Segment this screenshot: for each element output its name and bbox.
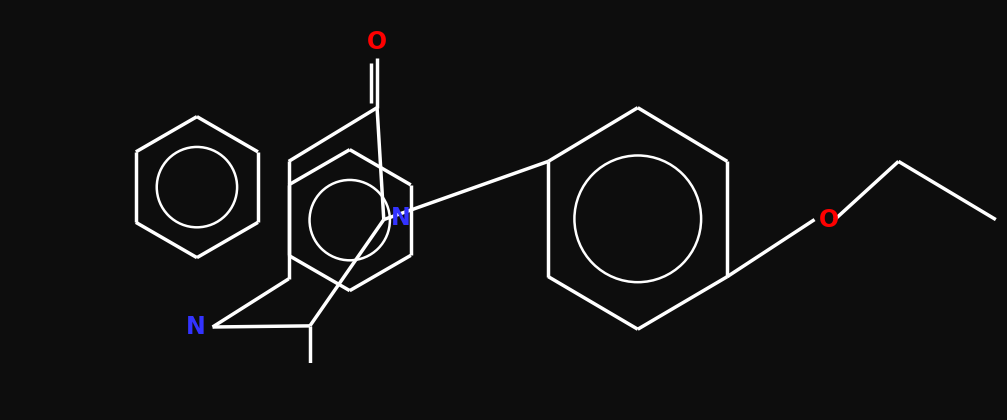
- Text: N: N: [391, 207, 410, 231]
- Text: O: O: [819, 207, 839, 231]
- Text: N: N: [186, 315, 205, 339]
- Text: O: O: [367, 30, 387, 54]
